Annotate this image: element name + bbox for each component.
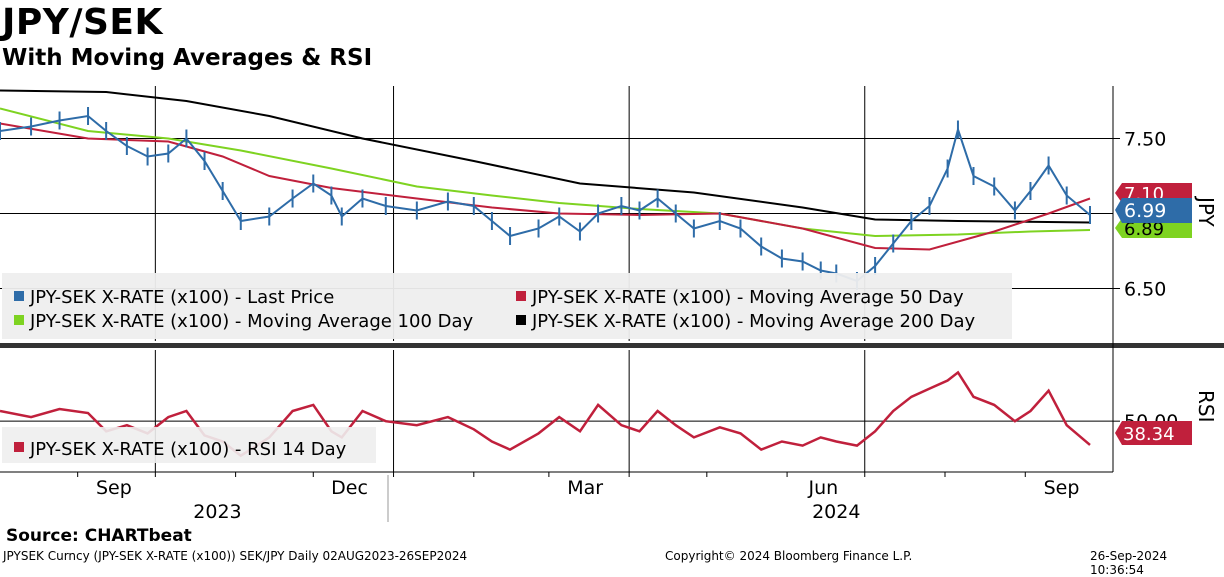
legend-swatch-ma200 [516, 315, 526, 325]
source-label: Source: CHARTbeat [6, 526, 192, 546]
axis-ticks [77, 472, 1026, 477]
chart-title: JPY/SEK [2, 2, 163, 43]
price-axis-label: JPY [1194, 195, 1218, 228]
legend-label-price: JPY-SEK X-RATE (x100) - Last Price [29, 287, 334, 308]
legend-label-ma50: JPY-SEK X-RATE (x100) - Moving Average 5… [531, 287, 964, 308]
xtick-label-2: Mar [567, 477, 603, 499]
xtick-label-1: Dec [331, 477, 368, 499]
last-price-value-box: 6.99 [1115, 198, 1192, 223]
legend-swatch-rsi [14, 442, 24, 452]
legend-swatch-ma50 [516, 291, 526, 301]
ma200-line [0, 89, 1091, 224]
rsi-axis-label: RSI [1194, 390, 1218, 423]
legend-label-rsi: JPY-SEK X-RATE (x100) - RSI 14 Day [29, 439, 347, 460]
legend-label-ma100: JPY-SEK X-RATE (x100) - Moving Average 1… [29, 311, 474, 332]
price-ytick-label-1: 6.50 [1124, 279, 1166, 301]
legend-swatch-price [14, 291, 24, 301]
ma100-line [0, 107, 1091, 238]
price-legend-box [2, 273, 1012, 339]
ticker-info: JPYSEK Curncy (JPY-SEK X-RATE (x100)) SE… [3, 549, 468, 563]
rsi-value-box: 38.34 [1115, 421, 1192, 445]
price-lines [0, 89, 1091, 290]
legend-swatch-ma100 [14, 315, 24, 325]
last-price-line [0, 114, 1091, 283]
last-price-value-label: 6.99 [1124, 200, 1166, 222]
copyright: Copyright© 2024 Bloomberg Finance L.P. [665, 549, 913, 563]
panel-separator [0, 343, 1224, 348]
timestamp: 26-Sep-2024 10:36:54 [1090, 549, 1168, 577]
ma100-value-label: 6.89 [1124, 219, 1164, 240]
year-label-0: 2023 [193, 501, 241, 523]
legend-label-ma200: JPY-SEK X-RATE (x100) - Moving Average 2… [531, 311, 976, 332]
xtick-label-3: Jun [807, 477, 838, 499]
chart-subtitle: With Moving Averages & RSI [2, 45, 373, 71]
xtick-label-4: Sep [1044, 477, 1080, 499]
ma50-line [0, 122, 1091, 251]
xtick-label-0: Sep [96, 477, 132, 499]
price-ytick-label-0: 7.50 [1124, 129, 1166, 151]
rsi-value-label: 38.34 [1123, 424, 1175, 445]
year-label-1: 2024 [812, 501, 860, 523]
rsi-legend-box [2, 427, 376, 463]
